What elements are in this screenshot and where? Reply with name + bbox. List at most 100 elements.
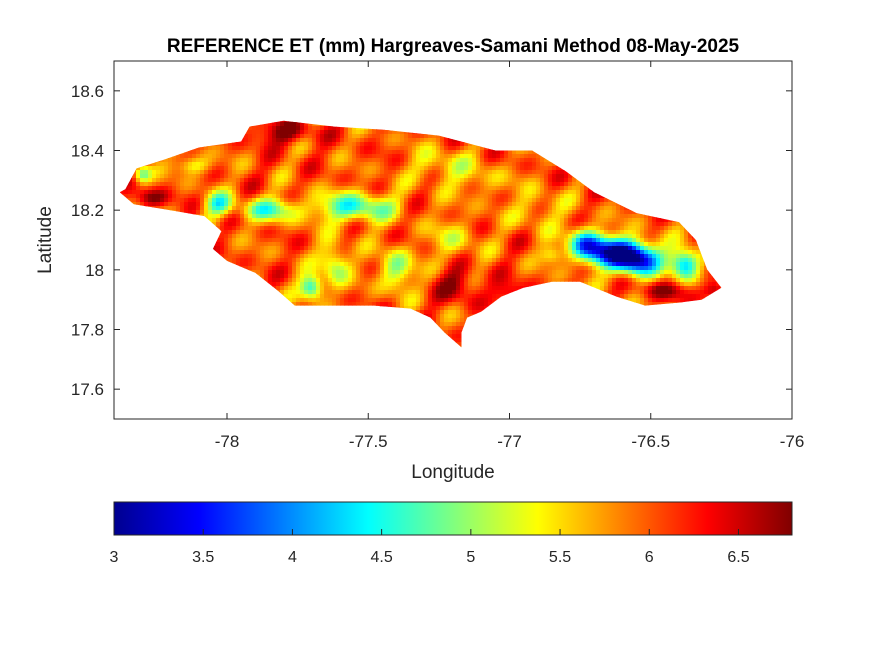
raster-cell (180, 198, 185, 203)
raster-cell (364, 174, 369, 179)
raster-cell (392, 198, 397, 203)
raster-cell (248, 222, 253, 227)
raster-cell (600, 198, 605, 203)
raster-cell (520, 182, 525, 187)
raster-cell (552, 186, 557, 191)
raster-cell (272, 190, 277, 195)
raster-cell (240, 158, 245, 163)
raster-cell (564, 186, 569, 191)
raster-cell (304, 158, 309, 163)
raster-cell (464, 234, 469, 239)
raster-cell (560, 182, 565, 187)
raster-cell (304, 162, 309, 167)
raster-cell (500, 190, 505, 195)
raster-cell (292, 138, 297, 143)
raster-cell (472, 186, 477, 191)
raster-cell (576, 182, 581, 187)
raster-cell (384, 162, 389, 167)
raster-cell (516, 190, 521, 195)
raster-cell (548, 202, 553, 207)
raster-cell (380, 198, 385, 203)
raster-cell (304, 146, 309, 151)
raster-cell (364, 186, 369, 191)
raster-cell (240, 182, 245, 187)
raster-cell (332, 150, 337, 155)
raster-cell (388, 170, 393, 175)
raster-cell (552, 190, 557, 195)
raster-cell (568, 174, 573, 179)
raster-cell (356, 142, 361, 147)
raster-cell (136, 198, 141, 203)
raster-cell (148, 174, 153, 179)
raster-cell (512, 218, 517, 223)
raster-cell (536, 162, 541, 167)
raster-cell (380, 178, 385, 183)
raster-cell (224, 194, 229, 199)
raster-cell (600, 206, 605, 211)
raster-cell (496, 162, 501, 167)
raster-cell (460, 166, 465, 171)
raster-cell (180, 186, 185, 191)
raster-cell (312, 126, 317, 131)
raster-cell (320, 214, 325, 219)
raster-cell (668, 230, 673, 235)
raster-cell (644, 226, 649, 231)
raster-cell (496, 206, 501, 211)
raster-cell (452, 186, 457, 191)
raster-cell (316, 202, 321, 207)
raster-cell (256, 206, 261, 211)
raster-cell (340, 150, 345, 155)
raster-cell (348, 146, 353, 151)
raster-cell (308, 206, 313, 211)
raster-cell (316, 222, 321, 227)
raster-cell (556, 190, 561, 195)
raster-cell (276, 234, 281, 239)
raster-cell (188, 210, 193, 215)
raster-cell (388, 194, 393, 199)
raster-cell (440, 222, 445, 227)
raster-cell (284, 202, 289, 207)
raster-cell (332, 214, 337, 219)
raster-cell (240, 190, 245, 195)
raster-cell (172, 170, 177, 175)
chart-title: REFERENCE ET (mm) Hargreaves-Samani Meth… (167, 36, 740, 57)
raster-cell (304, 238, 309, 243)
raster-cell (400, 146, 405, 151)
raster-cell (396, 230, 401, 235)
raster-cell (388, 226, 393, 231)
raster-cell (484, 218, 489, 223)
raster-cell (528, 226, 533, 231)
raster-cell (272, 122, 277, 127)
raster-cell (380, 162, 385, 167)
raster-cell (404, 182, 409, 187)
raster-cell (228, 150, 233, 155)
raster-cell (328, 226, 333, 231)
raster-cell (544, 182, 549, 187)
raster-cell (604, 234, 609, 239)
raster-cell (456, 194, 461, 199)
raster-cell (392, 226, 397, 231)
raster-cell (456, 150, 461, 155)
raster-cell (396, 130, 401, 135)
raster-cell (296, 154, 301, 159)
raster-cell (376, 206, 381, 211)
raster-cell (544, 234, 549, 239)
raster-cell (520, 178, 525, 183)
raster-cell (256, 130, 261, 135)
raster-cell (284, 130, 289, 135)
raster-cell (308, 178, 313, 183)
raster-cell (220, 222, 225, 227)
raster-cell (496, 230, 501, 235)
raster-cell (464, 166, 469, 171)
raster-cell (584, 190, 589, 195)
raster-cell (536, 210, 541, 215)
raster-cell (332, 130, 337, 135)
raster-cell (372, 202, 377, 207)
raster-cell (488, 174, 493, 179)
raster-cell (184, 202, 189, 207)
raster-cell (400, 194, 405, 199)
raster-cell (232, 206, 237, 211)
raster-cell (388, 146, 393, 151)
raster-cell (516, 174, 521, 179)
raster-cell (456, 230, 461, 235)
